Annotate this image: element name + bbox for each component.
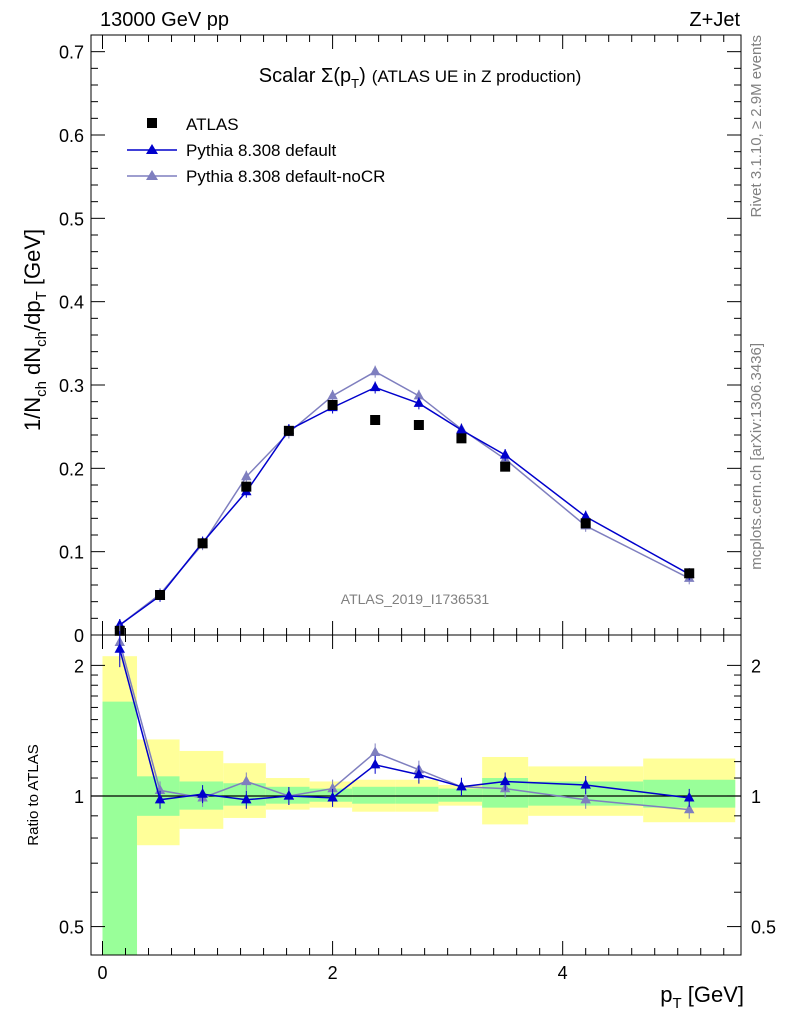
ratio-point: [114, 643, 125, 653]
ratio-point: [327, 782, 338, 793]
y-tick-label: 0.6: [59, 126, 84, 146]
ratio-y-tick-label: 0.5: [59, 918, 84, 938]
y-tick-label: 0.2: [59, 459, 84, 479]
ratio-point: [413, 768, 425, 779]
data-point-mc: [369, 365, 381, 376]
header-left: 13000 GeV pp: [100, 9, 229, 31]
ratio-point: [327, 791, 338, 802]
ratio-y-tick-label-right: 0.5: [751, 918, 776, 938]
uncertainty-band-inner: [438, 788, 483, 802]
ratio-point: [154, 793, 166, 804]
legend-label-default: Pythia 8.308 default: [186, 141, 337, 160]
main-panel: 0 0.1 0.2 0.3 0.4 0.5 0.6 0.7: [59, 34, 742, 646]
legend-label-atlas: ATLAS: [186, 115, 239, 134]
series-line: [119, 386, 690, 626]
ratio-panel-frame: [90, 634, 742, 956]
data-point-mc: [456, 424, 467, 434]
data-point-mc: [413, 397, 425, 407]
ratio-point: [241, 775, 252, 786]
legend-marker-atlas: [147, 118, 157, 128]
y-tick-label: 0.7: [59, 43, 84, 63]
data-point-mc: [327, 389, 338, 400]
data-point-mc: [369, 381, 381, 392]
legend-marker-default: [146, 144, 158, 154]
ratio-point: [197, 788, 208, 798]
uncertainty-band-inner: [102, 701, 138, 955]
x-tick-label: 0: [97, 963, 107, 983]
x-axis-title: pT [GeV]: [660, 982, 744, 1012]
data-point-atlas: [413, 420, 424, 430]
y-axis-title-main: 1/Nch dNch/dpT [GeV]: [20, 229, 50, 431]
data-point-atlas: [197, 538, 208, 549]
plot-title: Scalar Σ(pT) (ATLAS UE in Z production): [259, 65, 581, 91]
ratio-point: [499, 775, 511, 786]
ratio-point: [684, 803, 695, 814]
data-point-atlas: [283, 425, 294, 436]
x-tick-label: 4: [558, 963, 568, 983]
x-tick-label: 2: [328, 963, 338, 983]
data-point-atlas: [456, 433, 467, 444]
data-point-atlas: [684, 568, 695, 579]
ratio-point: [580, 779, 591, 789]
ratio-point: [241, 793, 252, 804]
ratio-point: [369, 746, 381, 757]
ratio-y-tick-label-right: 2: [751, 656, 761, 676]
mcplots-label: mcplots.cern.ch [arXiv:1306.3436]: [748, 343, 765, 570]
data-point-atlas: [370, 415, 381, 425]
data-point-mc: [580, 510, 591, 521]
series-line: [119, 370, 690, 626]
ratio-point: [283, 789, 295, 800]
uncertainty-band-inner: [223, 783, 266, 806]
data-point-mc: [499, 449, 511, 459]
rivet-label: Rivet 3.1.10, ≥ 2.9M events: [748, 35, 765, 218]
data-point-atlas: [241, 481, 252, 492]
data-point-mc: [241, 470, 252, 481]
ratio-panel: 0.5 0.5 1 1 2 2 0 2 4: [59, 624, 776, 983]
y-axis-title-ratio: Ratio to ATLAS: [25, 744, 42, 845]
data-point-atlas: [580, 518, 591, 529]
ratio-y-tick-label: 2: [74, 656, 84, 676]
data-point-atlas: [327, 400, 338, 410]
uncertainty-band-inner: [395, 786, 439, 804]
ratio-point: [580, 793, 591, 804]
y-tick-label: 0.1: [59, 543, 84, 563]
ratio-line: [119, 642, 690, 811]
data-point-atlas: [500, 461, 511, 472]
ratio-point: [456, 780, 467, 791]
ratio-point: [369, 758, 381, 769]
ratio-line: [119, 648, 690, 801]
y-tick-label: 0.3: [59, 376, 84, 396]
legend-label-nocr: Pythia 8.308 default-noCR: [186, 167, 385, 186]
legend-marker-nocr: [146, 170, 158, 180]
legend: ATLAS Pythia 8.308 default Pythia 8.308 …: [127, 115, 385, 186]
ratio-point: [684, 791, 695, 802]
y-tick-label: 0.4: [59, 293, 84, 313]
y-tick-label: 0.5: [59, 209, 84, 229]
analysis-watermark: ATLAS_2019_I1736531: [341, 591, 490, 607]
header-right: Z+Jet: [689, 9, 740, 31]
ratio-y-tick-label-right: 1: [751, 787, 761, 807]
y-tick-label: 0: [74, 626, 84, 646]
data-point-atlas: [155, 590, 166, 600]
ratio-y-tick-label: 1: [74, 787, 84, 807]
uncertainty-band-inner: [352, 786, 396, 804]
data-point-mc: [413, 389, 425, 400]
